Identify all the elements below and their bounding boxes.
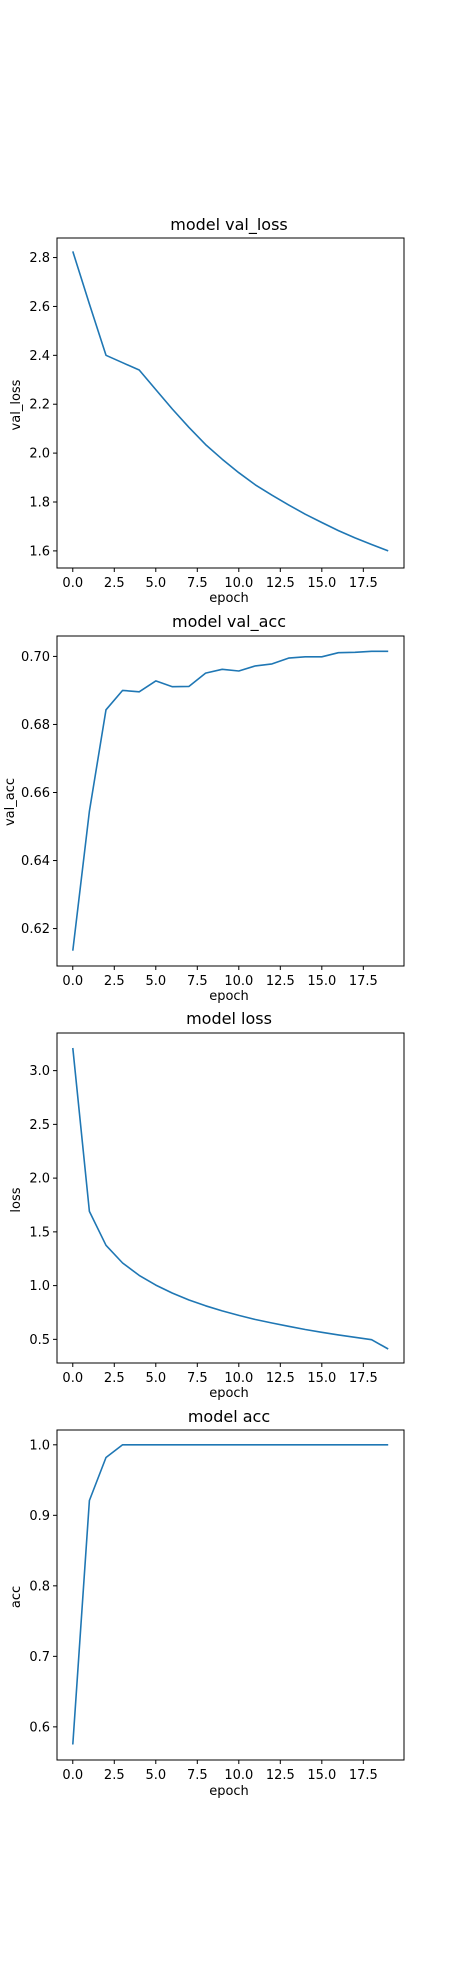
x-axis-label: epoch [209,591,249,606]
y-tick-label: 3.0 [29,1064,50,1079]
x-tick-label: 7.5 [187,1371,208,1386]
chart-panel-1: model val_loss epoch val_loss 0.0 2.5 5.0 7… [9,215,405,606]
y-tick-label: 0.7 [29,1650,50,1665]
x-tick-label: 12.5 [266,1371,295,1386]
y-tick-label: 0.8 [29,1579,50,1594]
y-tick-label: 2.4 [29,349,50,364]
y-axis-label: val_acc [3,778,18,826]
y-tick-label: 0.70 [21,650,50,665]
chart-title: model val_loss [170,215,288,235]
y-tick-label: 0.62 [21,922,50,937]
x-tick-label: 15.0 [307,974,336,989]
plot-frame [56,1429,405,1761]
x-tick-label: 17.5 [349,576,378,591]
y-tick-label: 2.2 [29,398,50,413]
x-tick-label: 0.0 [62,576,83,591]
chart-panel-3: model loss epoch loss 0.0 2.5 5.0 7.5 10.0 12… [9,1009,405,1401]
y-tick-label: 0.9 [29,1509,50,1524]
x-tick-label: 5.0 [145,1371,166,1386]
x-tick-label: 10.0 [224,1371,253,1386]
x-tick-label: 12.5 [266,1768,295,1783]
y-tick-label: 2.8 [29,251,50,266]
x-tick-label: 12.5 [266,974,295,989]
y-tick-label: 1.5 [29,1225,50,1240]
x-tick-label: 7.5 [187,974,208,989]
plot-frame [56,635,405,967]
x-tick-label: 2.5 [104,1768,125,1783]
y-axis-label: acc [9,1586,24,1608]
x-tick-label: 0.0 [62,1371,83,1386]
series-line [72,650,389,951]
y-tick-label: 2.5 [29,1118,50,1133]
y-axis-label: val_loss [9,379,24,430]
x-tick-label: 17.5 [349,1768,378,1783]
x-tick-label: 15.0 [307,576,336,591]
x-tick-label: 15.0 [307,1768,336,1783]
x-tick-label: 7.5 [187,576,208,591]
x-tick-label: 17.5 [349,1371,378,1386]
y-axis-label: loss [9,1187,24,1212]
x-tick-label: 17.5 [349,974,378,989]
y-tick-label: 1.0 [29,1438,50,1453]
plot-frame [56,237,405,569]
x-tick-label: 10.0 [224,974,253,989]
chart-panel-4: model acc epoch acc 0.0 2.5 5.0 7.5 10.0 12.5… [9,1407,405,1799]
x-tick-label: 5.0 [145,576,166,591]
x-axis-label: epoch [209,989,249,1004]
y-tick-label: 2.0 [29,447,50,462]
chart-title: model loss [186,1009,272,1028]
x-tick-label: 5.0 [145,1768,166,1783]
y-tick-label: 2.6 [29,300,50,315]
y-tick-label: 2.0 [29,1172,50,1187]
x-axis-label: epoch [209,1784,249,1799]
y-tick-label: 1.6 [29,544,50,559]
plot-frame [56,1032,405,1364]
y-tick-label: 1.8 [29,496,50,511]
x-tick-label: 7.5 [187,1768,208,1783]
x-axis-label: epoch [209,1386,249,1401]
x-tick-label: 0.0 [62,1768,83,1783]
y-tick-label: 0.64 [21,854,50,869]
series-line [72,1047,389,1350]
y-tick-label: 0.68 [21,718,50,733]
chart-title: model acc [188,1407,270,1426]
x-tick-label: 10.0 [224,1768,253,1783]
x-tick-label: 5.0 [145,974,166,989]
x-tick-label: 2.5 [104,974,125,989]
y-tick-label: 1.0 [29,1279,50,1294]
x-tick-label: 2.5 [104,576,125,591]
y-tick-label: 0.6 [29,1720,50,1735]
x-tick-label: 12.5 [266,576,295,591]
y-tick-label: 0.5 [29,1333,50,1348]
series-line [72,251,389,552]
x-tick-label: 10.0 [224,576,253,591]
chart-panel-2: model val_acc epoch val_acc 0.0 2.5 5.0 7.5… [3,612,405,1004]
series-line [72,1444,389,1745]
x-tick-label: 15.0 [307,1371,336,1386]
x-tick-label: 2.5 [104,1371,125,1386]
y-tick-label: 0.66 [21,786,50,801]
chart-title: model val_acc [172,612,286,632]
x-tick-label: 0.0 [62,974,83,989]
